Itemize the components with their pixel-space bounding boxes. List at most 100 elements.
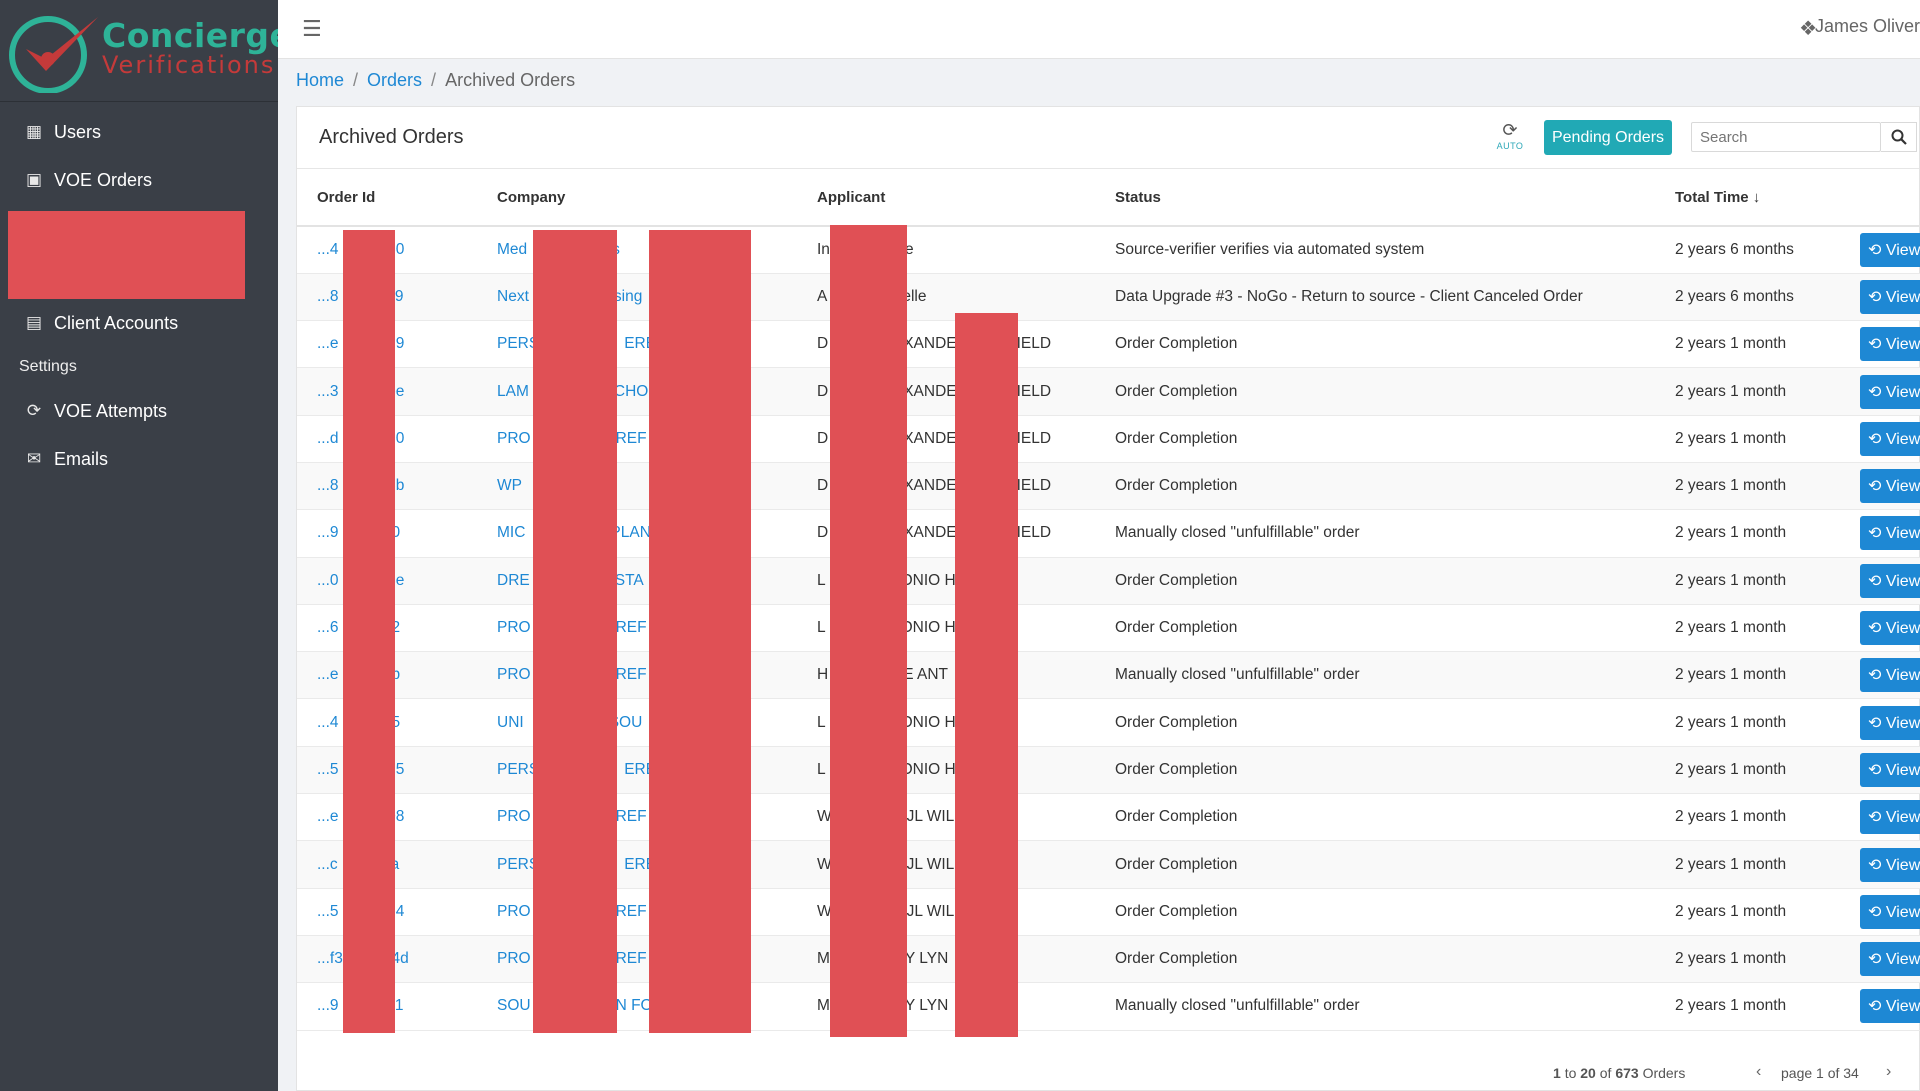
- column-header-company[interactable]: Company: [477, 169, 797, 227]
- actions-cell: ⟲ View: [1840, 367, 1920, 416]
- history-icon: ⟲: [1868, 336, 1882, 354]
- view-button[interactable]: ⟲ View: [1860, 421, 1920, 456]
- table-header-row: Order Id Company Applicant Status Total …: [297, 169, 1920, 227]
- user-menu[interactable]: James Oliver: [1814, 16, 1920, 36]
- search-input[interactable]: [1691, 122, 1881, 152]
- view-button[interactable]: ⟲ View: [1860, 942, 1920, 977]
- total-time-cell: 2 years 1 month: [1655, 462, 1840, 511]
- hamburger-icon[interactable]: ☰: [302, 16, 322, 41]
- status-cell: Order Completion: [1095, 888, 1655, 936]
- actions-cell: ⟲ View: [1840, 840, 1920, 889]
- card-header: Archived Orders ⟳ AUTO Pending Orders: [297, 107, 1919, 169]
- view-button[interactable]: ⟲ View: [1860, 989, 1920, 1024]
- refresh-icon: ⟳: [26, 401, 42, 420]
- sidebar: Concierge Verifications ▦ Users ▣ VOE Or…: [0, 0, 292, 1091]
- redaction-block: [533, 230, 617, 1033]
- view-button[interactable]: ⟲ View: [1860, 705, 1920, 740]
- column-header-status[interactable]: Status: [1095, 169, 1655, 227]
- view-button[interactable]: ⟲ View: [1860, 894, 1920, 929]
- total-time-cell: 2 years 6 months: [1655, 273, 1840, 322]
- view-button[interactable]: ⟲ View: [1860, 327, 1920, 362]
- status-cell: Order Completion: [1095, 935, 1655, 984]
- search-icon: [1891, 129, 1907, 145]
- view-button[interactable]: ⟲ View: [1860, 279, 1920, 314]
- prev-page-icon[interactable]: ‹: [1756, 1063, 1762, 1080]
- view-button[interactable]: ⟲ View: [1860, 374, 1920, 409]
- sidebar-item-label: Client Accounts: [54, 312, 179, 333]
- total-time-cell: 2 years 1 month: [1655, 935, 1840, 984]
- status-cell: Order Completion: [1095, 840, 1655, 889]
- sidebar-item-client-accounts[interactable]: ▤ Client Accounts: [0, 299, 278, 347]
- total-time-cell: 2 years 1 month: [1655, 604, 1840, 653]
- total-time-cell: 2 years 6 months: [1655, 226, 1840, 274]
- breadcrumb-current: Archived Orders: [445, 70, 576, 90]
- sort-down-icon: ↓: [1752, 188, 1761, 206]
- history-icon: ⟲: [1868, 761, 1882, 779]
- actions-cell: ⟲ View: [1840, 935, 1920, 984]
- view-button[interactable]: ⟲ View: [1860, 563, 1920, 598]
- view-button[interactable]: ⟲ View: [1860, 800, 1920, 835]
- status-cell: Order Completion: [1095, 698, 1655, 747]
- history-icon: ⟲: [1868, 714, 1882, 732]
- sidebar-item-emails[interactable]: ✉ Emails: [0, 435, 278, 483]
- history-icon: ⟲: [1868, 903, 1882, 921]
- table-row[interactable]: ...f3 24d PRO REF M Y LYN Order Completion 2 ye…: [297, 935, 1920, 984]
- column-header-total-time[interactable]: Total Time ↓: [1655, 169, 1840, 227]
- search-button[interactable]: [1881, 122, 1917, 152]
- view-button[interactable]: ⟲ View: [1860, 469, 1920, 504]
- history-icon: ⟲: [1868, 667, 1882, 685]
- total-time-cell: 2 years 1 month: [1655, 698, 1840, 747]
- status-cell: Source-verifier verifies via automated s…: [1095, 226, 1655, 274]
- actions-cell: ⟲ View: [1840, 698, 1920, 747]
- redaction-block: [8, 211, 245, 299]
- history-icon: ⟲: [1868, 572, 1882, 590]
- actions-cell: ⟲ View: [1840, 793, 1920, 842]
- sidebar-item-label: VOE Orders: [54, 169, 153, 190]
- breadcrumb: Home / Orders / Archived Orders: [296, 70, 576, 90]
- breadcrumb-home[interactable]: Home: [296, 70, 345, 90]
- history-icon: ⟲: [1868, 809, 1882, 827]
- actions-cell: ⟲ View: [1840, 273, 1920, 322]
- history-icon: ⟲: [1868, 951, 1882, 969]
- history-icon: ⟲: [1868, 241, 1882, 259]
- view-button[interactable]: ⟲ View: [1860, 232, 1920, 267]
- actions-cell: ⟲ View: [1840, 557, 1920, 605]
- total-time-cell: 2 years 1 month: [1655, 320, 1840, 369]
- expand-icon[interactable]: ❖: [1799, 18, 1817, 40]
- total-time-cell: 2 years 1 month: [1655, 509, 1840, 558]
- pending-orders-button[interactable]: Pending Orders: [1544, 120, 1672, 155]
- auto-refresh-toggle[interactable]: ⟳ AUTO: [1495, 120, 1525, 151]
- logo-subtitle: Verifications: [102, 51, 276, 79]
- view-button[interactable]: ⟲ View: [1860, 658, 1920, 693]
- breadcrumb-orders[interactable]: Orders: [367, 70, 423, 90]
- status-cell: Order Completion: [1095, 415, 1655, 463]
- history-icon: ⟲: [1868, 525, 1882, 543]
- sidebar-item-label: VOE Attempts: [54, 400, 168, 421]
- actions-cell: ⟲ View: [1840, 651, 1920, 700]
- column-header-applicant[interactable]: Applicant: [797, 169, 1095, 227]
- sidebar-item-users[interactable]: ▦ Users: [0, 108, 278, 156]
- envelope-icon: ✉: [26, 449, 42, 468]
- history-icon: ⟲: [1868, 856, 1882, 874]
- auto-label: AUTO: [1496, 141, 1524, 151]
- total-time-cell: 2 years 1 month: [1655, 793, 1840, 842]
- column-header-order-id[interactable]: Order Id: [297, 169, 477, 227]
- view-button[interactable]: ⟲ View: [1860, 847, 1920, 882]
- total-time-cell: 2 years 1 month: [1655, 840, 1840, 889]
- status-cell: Order Completion: [1095, 320, 1655, 369]
- total-time-cell: 2 years 1 month: [1655, 746, 1840, 795]
- view-button[interactable]: ⟲ View: [1860, 611, 1920, 646]
- view-button[interactable]: ⟲ View: [1860, 516, 1920, 551]
- total-time-cell: 2 years 1 month: [1655, 415, 1840, 463]
- sidebar-item-voe-orders[interactable]: ▣ VOE Orders: [0, 156, 278, 204]
- book-icon: ▤: [25, 313, 43, 332]
- next-page-icon[interactable]: ›: [1886, 1063, 1892, 1080]
- history-icon: ⟲: [1868, 288, 1882, 306]
- status-cell: Manually closed "unfulfillable" order: [1095, 651, 1655, 700]
- sidebar-item-voe-attempts[interactable]: ⟳ VOE Attempts: [0, 387, 278, 435]
- view-button[interactable]: ⟲ View: [1860, 752, 1920, 787]
- logo[interactable]: Concierge Verifications: [0, 0, 292, 102]
- history-icon: ⟲: [1868, 430, 1882, 448]
- refresh-icon: ⟳: [1502, 120, 1518, 140]
